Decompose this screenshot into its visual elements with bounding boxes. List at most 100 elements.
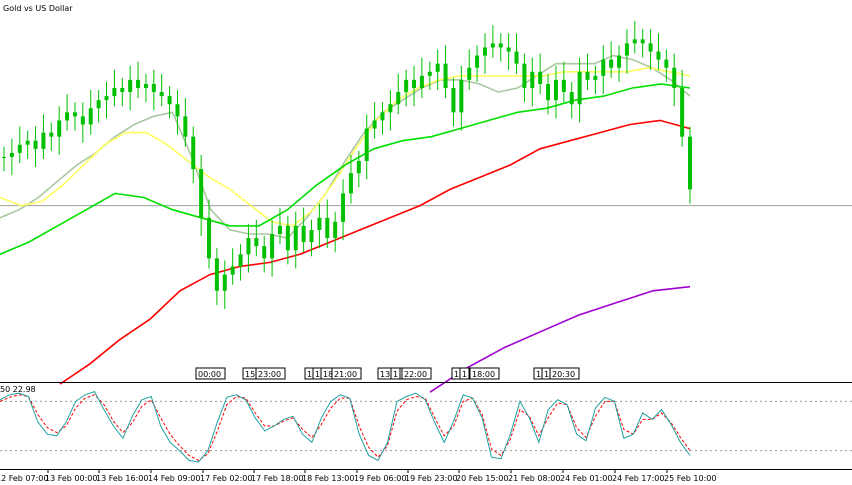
svg-text:1: 1 [454,370,459,379]
candle [459,65,464,131]
candle [333,211,338,253]
svg-text:22:00: 22:00 [404,370,427,379]
x-tick-label: 12 Feb 07:00 [0,474,48,483]
main-price-panel [0,21,852,393]
svg-text:23:00: 23:00 [258,370,281,379]
candle [632,21,637,54]
x-tick-label: 13 Feb 16:00 [96,474,148,483]
candle [120,77,125,107]
candle [364,114,369,180]
x-tick-label: 20 Feb 15:00 [456,474,508,483]
candle [207,199,212,269]
candle [143,73,148,103]
candle [388,90,393,131]
x-tick-label: 24 Feb 17:00 [612,474,664,483]
candle [277,207,282,245]
candle [199,154,204,237]
candle [104,81,109,119]
candle [151,69,156,111]
candle [514,33,519,74]
candle [254,219,259,257]
candle [530,57,535,107]
candle [214,248,219,305]
candle [427,61,432,91]
candle [404,69,409,107]
candle [25,130,30,159]
candle [2,146,6,172]
svg-text:15:2: 15:2 [245,370,263,379]
candle [419,57,424,99]
candle [609,41,614,78]
candle [301,207,306,253]
svg-text:20:30: 20:30 [552,370,575,379]
candle [112,69,117,107]
candle [688,126,692,204]
x-tick-label: 13 Feb 00:00 [45,474,97,483]
ma-line-4 [429,285,691,393]
x-tick-label: 17 Feb 18:00 [251,474,303,483]
candle [553,65,558,119]
candle [136,61,141,99]
candle [435,49,440,91]
candle [498,33,503,62]
candle [293,211,298,269]
chart-title: Gold vs US Dollar [3,4,73,13]
candle [341,179,346,241]
candle [72,102,77,131]
candle [356,150,361,188]
candle [546,73,551,115]
candle [585,53,590,91]
candle [664,49,669,82]
candle [593,65,598,95]
candle [325,199,330,249]
candle [191,126,196,184]
candle [167,85,172,119]
candle [49,122,54,151]
candle [522,53,527,103]
x-tick-label: 19 Feb 23:00 [405,474,457,483]
candle [183,98,188,147]
candle [506,33,511,70]
candle [9,138,14,176]
svg-text:1: 1 [393,370,398,379]
candle [246,223,251,273]
candle [443,45,448,99]
svg-text:1: 1 [544,370,549,379]
time-marker: 22:00 [401,367,432,380]
x-tick-label: 19 Feb 06:00 [354,474,406,483]
x-tick-label: 21 Feb 08:00 [508,474,560,483]
x-tick-label: 18 Feb 13:00 [302,474,354,483]
x-tick-label: 17 Feb 02:00 [200,474,252,483]
candle [656,33,661,70]
svg-text:00:00: 00:00 [198,370,221,379]
stochastic-label: 50 22.98 [0,385,36,394]
candle [648,29,653,70]
stochastic-panel [0,390,852,463]
time-marker: 00:00 [195,367,226,380]
candle [624,29,629,74]
candle [262,236,267,273]
ma-line-2 [0,83,691,256]
time-marker: 21:00 [331,367,362,380]
candle [57,106,62,155]
candle [317,203,322,249]
candle [538,53,543,95]
candle [475,45,480,82]
svg-text:1: 1 [307,370,312,379]
candle [128,65,133,111]
time-markers: 00:00 15:223:00 1 1 18 21:00 13:31 22:00 1 1 18:00… [195,367,580,380]
svg-text:1: 1 [536,370,541,379]
x-tick-label: 24 Feb 01:00 [560,474,612,483]
candle [467,49,472,91]
candle [65,94,70,131]
time-marker: 18:00 [469,367,500,380]
candle [396,73,401,115]
candle [33,126,38,168]
svg-text:18: 18 [323,370,333,379]
svg-text:1: 1 [462,370,467,379]
stoch-signal-line [0,394,691,461]
ma-line-3 [59,119,691,385]
time-marker: 20:30 [549,367,580,380]
